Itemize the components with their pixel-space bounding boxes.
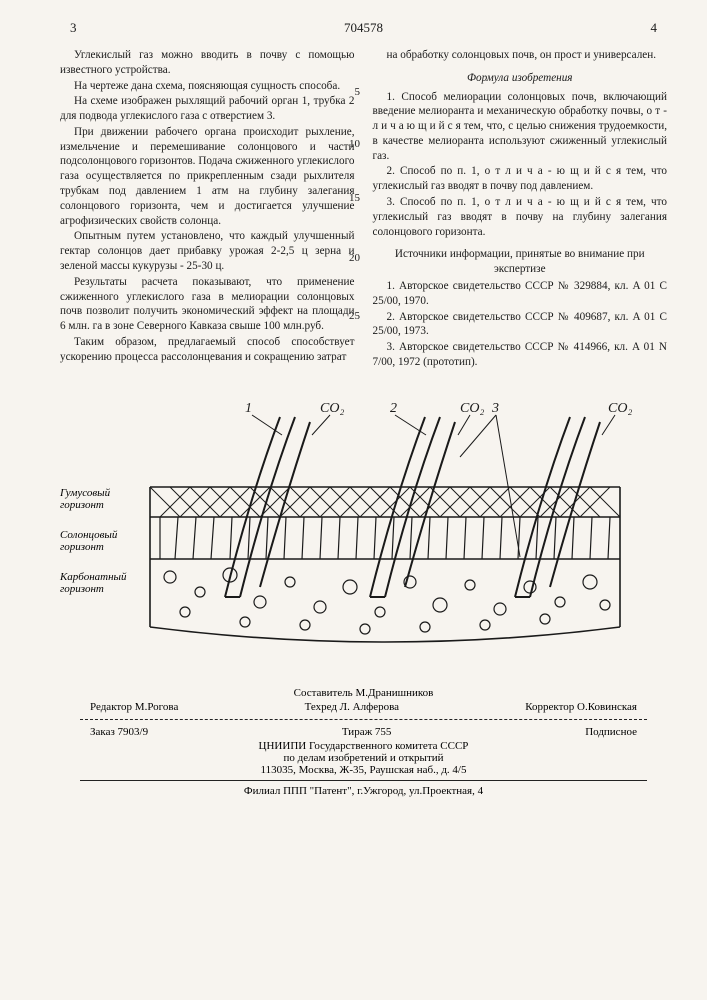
- claim-3: 3. Способ по п. 1, о т л и ч а - ю щ и й…: [373, 195, 668, 239]
- corrector: Корректор О.Ковинская: [525, 701, 637, 713]
- left-column: Углекислый газ можно вводить в почву с п…: [60, 48, 355, 371]
- left-p7: Таким образом, предлагаемый способ спосо…: [60, 335, 355, 365]
- diagram-top-co2-1: CO₂: [320, 401, 344, 416]
- tirazh: Тираж 755: [342, 726, 392, 738]
- margin-25: 25: [340, 310, 360, 322]
- diagram-top-1: 1: [245, 401, 252, 416]
- diagram-top-co2-3: CO₂: [608, 401, 632, 416]
- claim-2: 2. Способ по п. 1, о т л и ч а - ю щ и й…: [373, 164, 668, 194]
- order-no: Заказ 7903/9: [90, 726, 148, 738]
- editor: Редактор М.Рогова: [90, 701, 178, 713]
- page-number-right: 4: [651, 20, 658, 36]
- org-line-1: ЦНИИПИ Государственного комитета СССР: [60, 740, 667, 752]
- left-p6: Результаты расчета показывают, что приме…: [60, 275, 355, 334]
- sources-title: Источники информации, принятые во вниман…: [373, 247, 668, 277]
- address-1: 113035, Москва, Ж-35, Раушская наб., д. …: [60, 764, 667, 776]
- compiler: Составитель М.Дранишников: [60, 687, 667, 699]
- right-column: на обработку солонцовых почв, он прост и…: [373, 48, 668, 371]
- humus-label: Гумусовый горизонт: [60, 487, 132, 511]
- claims-title: Формула изобретения: [373, 71, 668, 86]
- soil-layer-labels: Гумусовый горизонт Солонцовый горизонт К…: [60, 487, 132, 614]
- margin-10: 10: [340, 138, 360, 150]
- left-p5: Опытным путем установлено, что каждый ул…: [60, 229, 355, 273]
- address-2: Филиал ППП "Патент", г.Ужгород, ул.Проек…: [60, 785, 667, 797]
- diagram-top-2: 2: [390, 401, 397, 416]
- soil-diagram: Гумусовый горизонт Солонцовый горизонт К…: [60, 387, 640, 667]
- diagram-svg: 1 CO₂ 2 CO₂ 3 CO₂: [60, 387, 640, 667]
- patent-number: 704578: [344, 20, 383, 36]
- margin-20: 20: [340, 252, 360, 264]
- page-header: 3 704578 4: [60, 20, 667, 36]
- text-columns: Углекислый газ можно вводить в почву с п…: [60, 48, 667, 371]
- margin-15: 15: [340, 192, 360, 204]
- carbonate-label: Карбонатный горизонт: [60, 571, 132, 595]
- claim-1: 1. Способ мелиорации солонцовых почв, вк…: [373, 90, 668, 164]
- diagram-top-3: 3: [491, 401, 499, 416]
- source-3: 3. Авторское свидетельство СССР № 414966…: [373, 340, 668, 370]
- source-1: 1. Авторское свидетельство СССР № 329884…: [373, 279, 668, 309]
- left-p1: Углекислый газ можно вводить в почву с п…: [60, 48, 355, 78]
- subscription: Подписное: [585, 726, 637, 738]
- page-number-left: 3: [70, 20, 77, 36]
- techred: Техред Л. Алферова: [305, 701, 399, 713]
- left-p4: При движении рабочего органа происходит …: [60, 125, 355, 228]
- solonets-label: Солонцовый горизонт: [60, 529, 132, 553]
- diagram-top-co2-2: CO₂: [460, 401, 484, 416]
- margin-5: 5: [340, 86, 360, 98]
- left-p3: На схеме изображен рыхлящий рабочий орга…: [60, 94, 355, 124]
- org-line-2: по делам изобретений и открытий: [60, 752, 667, 764]
- left-p2: На чертеже дана схема, поясняющая сущнос…: [60, 79, 355, 94]
- credits-block: Составитель М.Дранишников Редактор М.Рог…: [60, 687, 667, 797]
- source-2: 2. Авторское свидетельство СССР № 409687…: [373, 310, 668, 340]
- right-p1: на обработку солонцовых почв, он прост и…: [373, 48, 668, 63]
